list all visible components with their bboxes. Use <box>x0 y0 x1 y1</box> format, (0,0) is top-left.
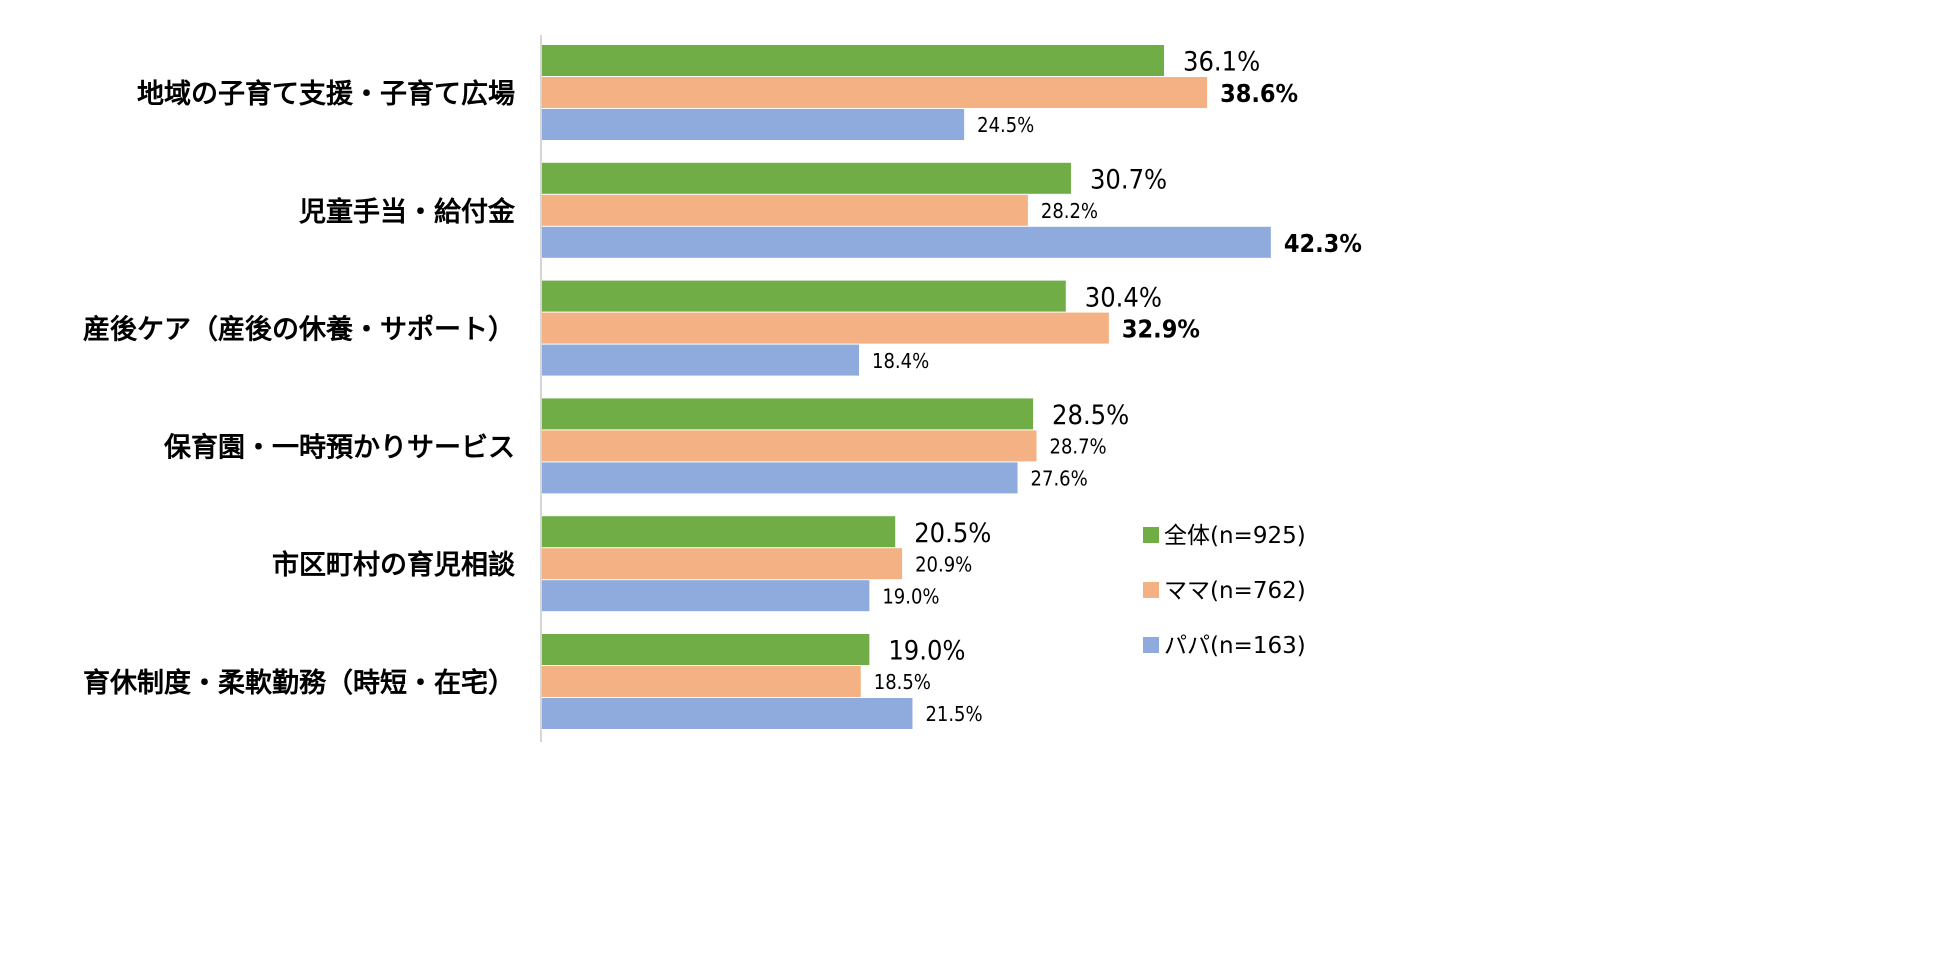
bar-1 <box>542 548 903 580</box>
bar-0 <box>542 634 870 665</box>
data-label: 18.5% <box>874 670 931 694</box>
legend-swatch <box>1143 637 1159 653</box>
data-label: 21.5% <box>925 702 982 726</box>
data-label: 20.9% <box>915 552 972 576</box>
legend-swatch <box>1143 582 1159 598</box>
bar-1 <box>542 666 861 697</box>
bar-0 <box>542 280 1066 312</box>
bar-0 <box>542 45 1165 76</box>
data-label: 36.1% <box>1183 47 1260 78</box>
legend-label: パパ(n=163) <box>1164 633 1306 659</box>
category-label: 児童手当・給付金 <box>299 196 516 228</box>
category-label: 産後ケア（産後の休養・サポート） <box>83 314 515 346</box>
bar-2 <box>542 698 913 729</box>
bar-1 <box>542 312 1109 344</box>
bar-2 <box>542 462 1018 494</box>
bar-0 <box>542 398 1034 430</box>
data-label: 28.7% <box>1050 435 1107 459</box>
data-label: 27.6% <box>1031 467 1088 491</box>
bar-2 <box>542 580 870 612</box>
bar-1 <box>542 77 1208 108</box>
data-label: 38.6% <box>1220 79 1298 108</box>
legend-label: 全体(n=925) <box>1164 523 1306 549</box>
data-label: 24.5% <box>977 113 1034 137</box>
category-label: 育休制度・柔軟勤務（時短・在宅） <box>83 667 515 699</box>
data-label: 28.5% <box>1052 400 1129 431</box>
bar-0 <box>542 162 1071 194</box>
bar-0 <box>542 516 896 548</box>
data-label: 19.0% <box>882 584 939 608</box>
bar-1 <box>542 430 1037 462</box>
data-label: 28.2% <box>1041 199 1098 223</box>
bar-2 <box>542 109 965 140</box>
legend-swatch <box>1143 527 1159 543</box>
data-label: 19.0% <box>888 636 965 667</box>
data-label: 42.3% <box>1284 229 1362 258</box>
category-label: 保育園・一時預かりサービス <box>163 431 515 463</box>
category-label: 市区町村の育児相談 <box>272 549 516 581</box>
data-label: 30.4% <box>1085 282 1162 313</box>
legend-label: ママ(n=762) <box>1164 578 1306 604</box>
data-label: 20.5% <box>914 518 991 549</box>
data-label: 32.9% <box>1122 315 1200 344</box>
bar-1 <box>542 194 1028 226</box>
category-label: 地域の子育て支援・子育て広場 <box>137 78 515 110</box>
bar-2 <box>542 226 1271 258</box>
data-label: 30.7% <box>1090 165 1167 196</box>
bar-2 <box>542 344 860 376</box>
data-label: 18.4% <box>872 349 929 373</box>
